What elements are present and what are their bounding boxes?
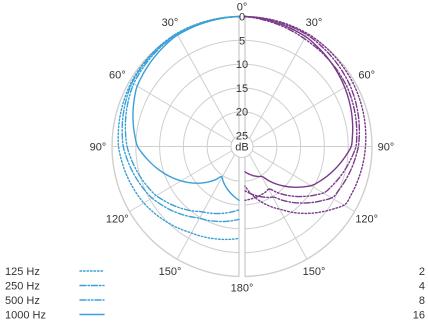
right-series-3 (244, 15, 354, 188)
center-disk (230, 135, 254, 158)
angle-label-0: 0° (237, 2, 248, 14)
angle-label-left: 90° (90, 142, 107, 154)
angle-label-right: 60° (358, 70, 375, 82)
right-series-2 (244, 15, 358, 202)
left-series-3 (132, 15, 240, 202)
angle-label-left: 30° (162, 17, 179, 29)
angle-label-right: 120° (355, 214, 378, 226)
db-tick-label: 0 (239, 12, 245, 24)
spoke (244, 146, 355, 212)
spoke (244, 81, 355, 147)
legend-right: 2 4 8 16 (413, 266, 425, 322)
right-legend-label: 16 (413, 310, 425, 322)
angle-label-left: 120° (106, 214, 129, 226)
db-tick-label: 5 (239, 35, 245, 47)
left-series-0 (117, 15, 240, 241)
right-legend-label: 4 (419, 281, 425, 293)
right-series-group (244, 15, 367, 215)
spoke (244, 146, 308, 260)
db-tick-label: 25 (236, 131, 248, 143)
angle-label-180: 180° (231, 283, 254, 295)
spoke (129, 146, 240, 212)
angle-label-right: 90° (378, 142, 395, 154)
angle-label-right: 150° (303, 266, 326, 278)
spoke (176, 33, 240, 147)
right-legend-label: 8 (419, 295, 425, 307)
angle-label-left: 150° (159, 266, 182, 278)
right-series-1 (244, 15, 361, 204)
db-tick-label: 20 (236, 107, 248, 119)
db-tick-label: 15 (236, 83, 248, 95)
left-series-group (117, 15, 240, 241)
legend-label: 1000 Hz (5, 310, 46, 322)
spoke (244, 33, 308, 147)
legend-label: 250 Hz (5, 281, 40, 293)
angle-label-left: 60° (109, 70, 126, 82)
spoke (176, 146, 240, 260)
right-legend-label: 2 (419, 266, 425, 278)
right-series-0 (244, 15, 367, 215)
legend-label: 500 Hz (5, 295, 40, 307)
angle-label-right: 30° (306, 17, 323, 29)
angle-labels: 0° 180° 30° 30° 60° 60° 90° 90° 120° 120° 150° 150° (90, 2, 395, 295)
legend-left: 125 Hz 250 Hz 500 Hz 1000 Hz (5, 266, 105, 322)
db-tick-label: 10 (236, 59, 248, 71)
db-unit-label: dB (235, 142, 248, 154)
legend-label: 125 Hz (5, 266, 40, 278)
spoke (129, 81, 240, 147)
left-series-2 (124, 15, 240, 215)
